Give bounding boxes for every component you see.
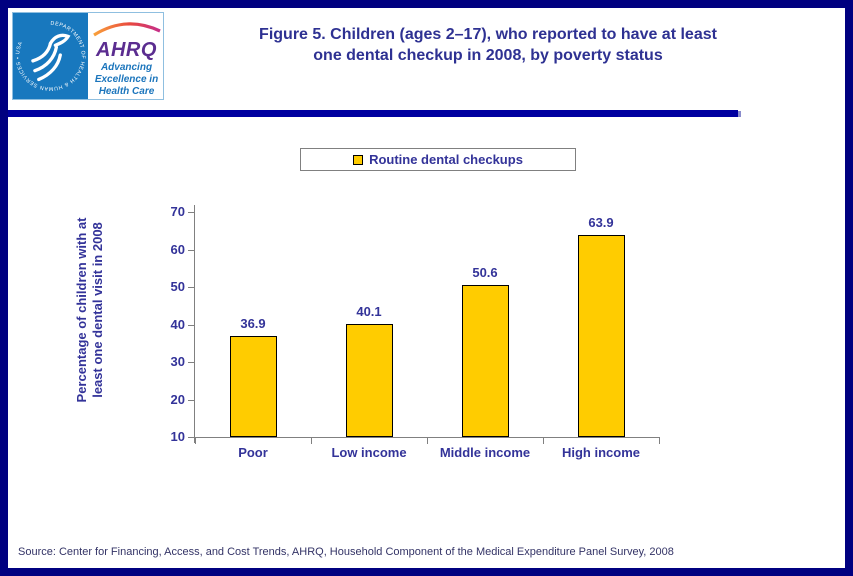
y-axis-tick-label: 60 xyxy=(170,241,185,257)
y-axis-tick xyxy=(188,249,195,251)
y-axis-tick xyxy=(188,324,195,326)
x-axis-category-label: Low income xyxy=(331,445,407,460)
hhs-seal-text: DEPARTMENT OF HEALTH & HUMAN SERVICES • … xyxy=(15,21,85,92)
divider-shadow-cap xyxy=(738,111,741,117)
x-axis-category-label: High income xyxy=(561,445,640,460)
y-axis-tick-label: 70 xyxy=(170,204,185,219)
x-axis-tick xyxy=(543,437,544,444)
y-axis-tick-label: 50 xyxy=(170,279,185,294)
legend-label: Routine dental checkups xyxy=(369,152,523,167)
header-divider-bar xyxy=(8,110,741,117)
tagline-line: Health Care xyxy=(98,86,155,97)
chart-legend: Routine dental checkups xyxy=(300,148,576,171)
svg-text:DEPARTMENT OF HEALTH & HUMAN S: DEPARTMENT OF HEALTH & HUMAN SERVICES • … xyxy=(15,21,86,92)
ahrq-tagline: Advancing Excellence in Health Care xyxy=(88,62,165,98)
hhs-eagle-icon: DEPARTMENT OF HEALTH & HUMAN SERVICES • … xyxy=(15,21,86,92)
figure-title-line1: Figure 5. Children (ages 2–17), who repo… xyxy=(259,26,717,43)
figure-title-line2: one dental checkup in 2008, by poverty s… xyxy=(313,47,663,64)
bar xyxy=(577,234,625,437)
y-axis-tick-label: 40 xyxy=(170,316,185,332)
x-axis-tick xyxy=(195,437,196,444)
y-axis-tick xyxy=(188,362,195,363)
tagline-line: Advancing xyxy=(100,62,153,73)
y-axis-title: Percentage of children with at least one… xyxy=(74,170,106,450)
y-axis-tick xyxy=(188,287,195,288)
x-axis-category-label: Poor xyxy=(238,445,268,460)
y-axis-title-line1: Percentage of children with at xyxy=(74,217,89,403)
source-note: Source: Center for Financing, Access, an… xyxy=(18,546,674,558)
y-axis-line xyxy=(194,205,195,443)
bar xyxy=(345,324,393,437)
hhs-seal: DEPARTMENT OF HEALTH & HUMAN SERVICES • … xyxy=(13,13,88,99)
bar-value-label: 63.9 xyxy=(588,214,614,230)
ahrq-acronym: AHRQ xyxy=(96,39,157,61)
ahrq-hhs-logo: DEPARTMENT OF HEALTH & HUMAN SERVICES • … xyxy=(12,12,164,100)
rainbow-arc-icon xyxy=(93,22,161,37)
legend-swatch-icon xyxy=(353,154,364,165)
bar xyxy=(229,336,277,437)
y-axis-tick xyxy=(188,212,195,213)
x-axis-tick xyxy=(427,437,428,444)
bar-value-label: 36.9 xyxy=(240,316,266,332)
y-axis-tick-label: 30 xyxy=(170,354,185,369)
bar-value-label: 40.1 xyxy=(356,304,382,320)
x-axis-category-label: Middle income xyxy=(439,445,531,460)
bar xyxy=(461,284,509,437)
tagline-line: Excellence in xyxy=(94,74,159,85)
y-axis-tick xyxy=(188,437,195,438)
bar-value-label: 50.6 xyxy=(472,264,498,280)
y-axis-tick xyxy=(188,399,195,401)
x-axis-line xyxy=(195,437,659,438)
y-axis-tick-label: 20 xyxy=(170,391,185,407)
y-axis-title-line2: least one dental visit in 2008 xyxy=(90,222,105,398)
y-axis-tick-label: 10 xyxy=(170,429,185,444)
x-axis-tick xyxy=(311,437,312,444)
ahrq-wordmark: AHRQ Advancing Excellence in Health Care xyxy=(88,13,165,99)
x-axis-tick xyxy=(659,437,660,444)
figure-title: Figure 5. Children (ages 2–17), who repo… xyxy=(168,24,808,66)
